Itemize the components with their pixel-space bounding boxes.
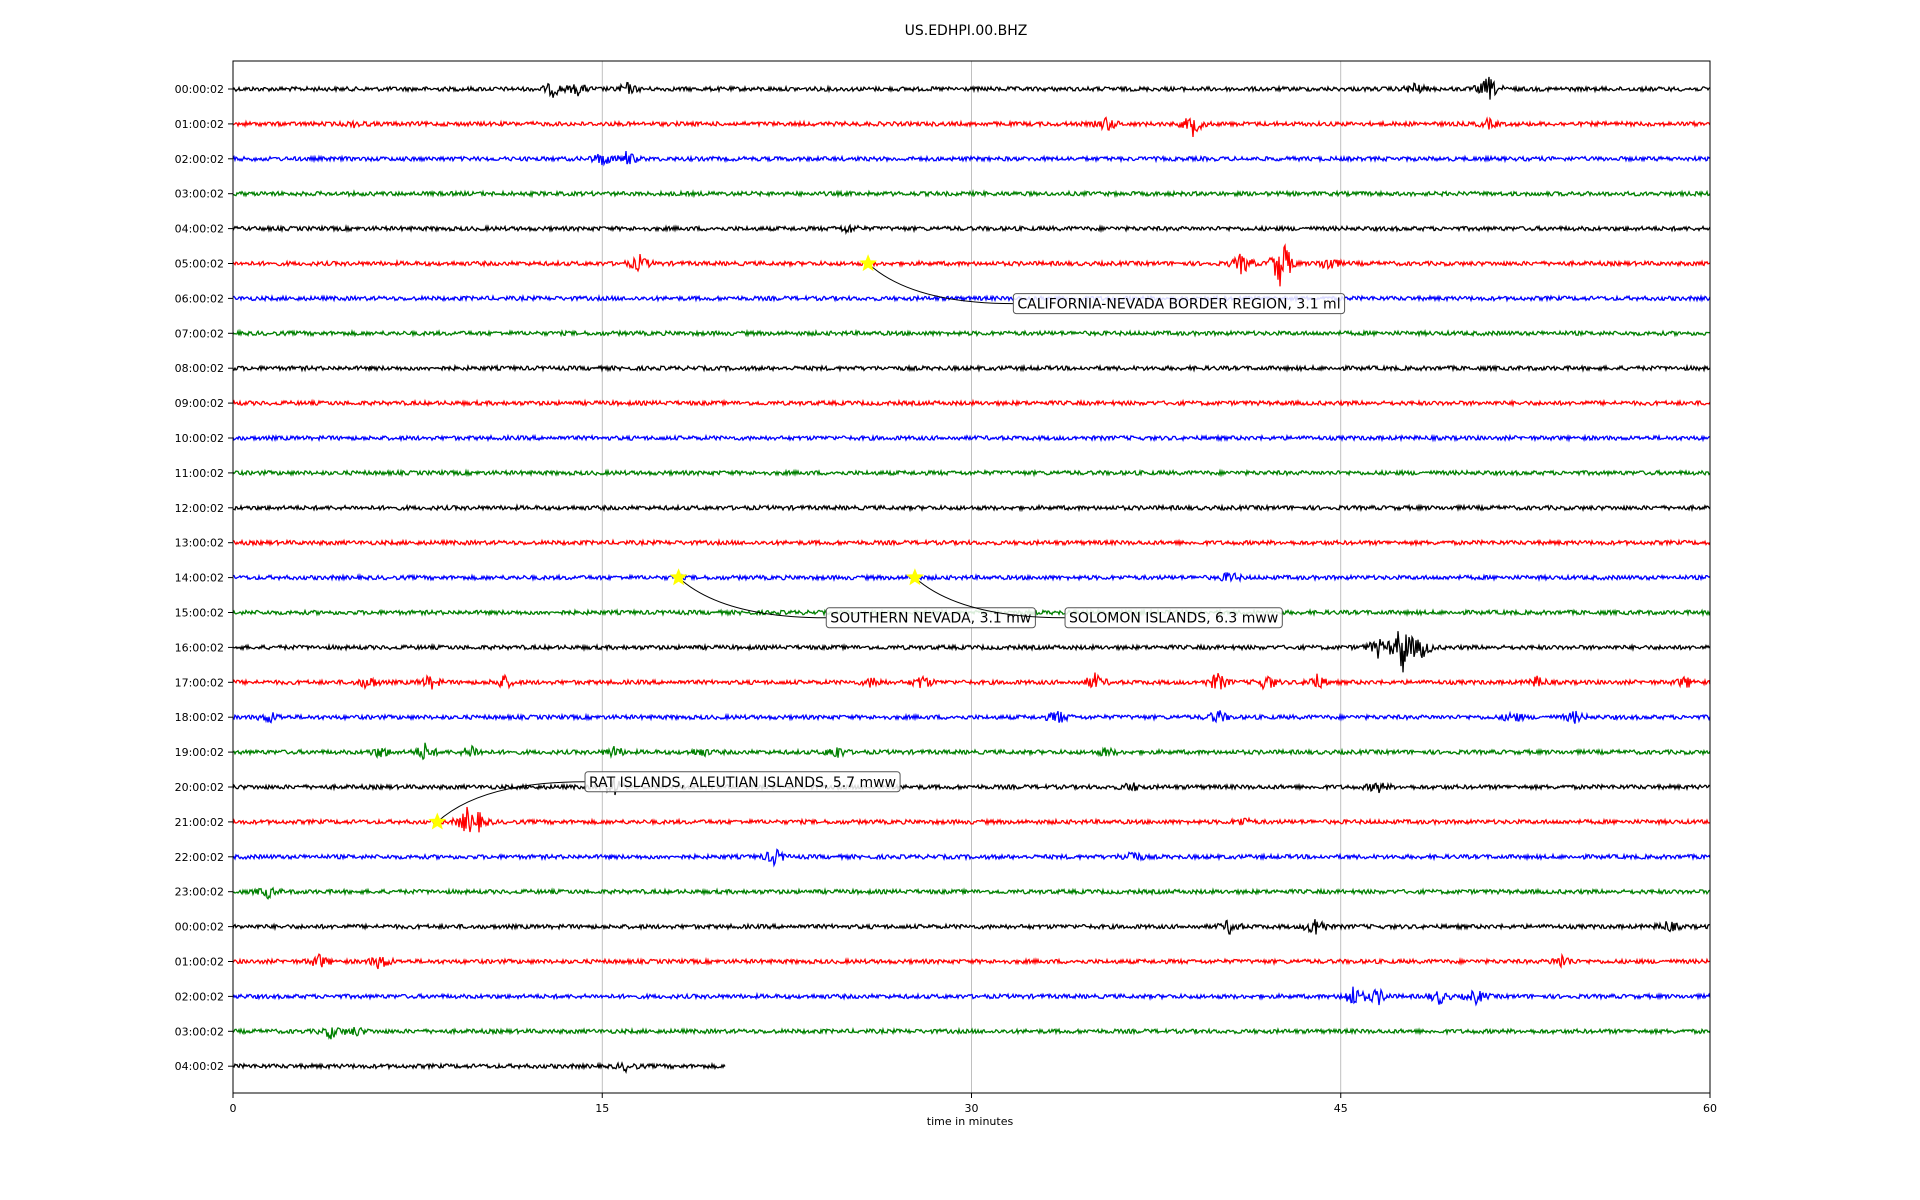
row-time-label: 16:00:02 [175, 641, 224, 654]
trace-line [232, 848, 1711, 868]
row-time-label: 15:00:02 [175, 607, 224, 620]
row-time-label: 19:00:02 [175, 746, 224, 759]
x-tick-label: 15 [595, 1102, 609, 1115]
row-time-label: 20:00:02 [175, 781, 224, 794]
row-time-label: 08:00:02 [175, 362, 224, 375]
trace-line [232, 952, 1711, 970]
event-annotation: CALIFORNIA-NEVADA BORDER REGION, 3.1 ml [859, 254, 1346, 315]
event-label: RAT ISLANDS, ALEUTIAN ISLANDS, 5.7 mww [589, 775, 896, 791]
event-annotation: RAT ISLANDS, ALEUTIAN ISLANDS, 5.7 mww [428, 771, 901, 830]
event-connector [436, 781, 586, 823]
trace-line [232, 742, 1711, 761]
trace-line [232, 777, 1711, 796]
trace-line [232, 886, 1711, 900]
trace-line [232, 293, 1711, 303]
event-star-marker [669, 568, 688, 586]
row-time-label: 14:00:02 [175, 572, 224, 585]
trace-line [232, 986, 1711, 1007]
trace-line [232, 76, 1711, 100]
trace-line [232, 433, 1710, 443]
row-time-label: 01:00:02 [175, 956, 224, 969]
event-label-box [825, 607, 1036, 629]
event-label-box [1012, 293, 1346, 315]
event-label: CALIFORNIA-NEVADA BORDER REGION, 3.1 ml [1017, 297, 1340, 313]
x-tick-label: 0 [230, 1102, 237, 1115]
row-time-label: 04:00:02 [175, 1060, 224, 1073]
trace-line [233, 189, 1711, 199]
row-time-label: 05:00:02 [175, 258, 224, 271]
row-time-label: 07:00:02 [175, 327, 224, 340]
trace-line [232, 806, 1711, 833]
row-time-label: 03:00:02 [175, 1025, 224, 1038]
row-time-label: 21:00:02 [175, 816, 224, 829]
event-connector [914, 577, 1066, 619]
trace-line [232, 116, 1711, 138]
event-annotations: CALIFORNIA-NEVADA BORDER REGION, 3.1 ml S… [428, 254, 1346, 830]
trace-line [232, 538, 1711, 548]
event-annotation: SOLOMON ISLANDS, 6.3 mww [906, 568, 1283, 629]
event-label: SOLOMON ISLANDS, 6.3 mww [1069, 611, 1278, 627]
x-tick-label: 30 [965, 1102, 979, 1115]
trace-series [232, 76, 1711, 1074]
event-star-marker [906, 568, 924, 586]
row-time-label: 06:00:02 [175, 292, 224, 305]
row-time-label: 12:00:02 [175, 502, 224, 515]
row-time-label: 22:00:02 [175, 851, 224, 864]
trace-line [232, 919, 1711, 935]
x-tick-label: 60 [1703, 1102, 1717, 1115]
event-connector [678, 577, 827, 619]
row-time-label: 09:00:02 [175, 397, 224, 410]
event-connector [867, 263, 1014, 305]
trace-line [232, 243, 1711, 287]
trace-line [232, 631, 1711, 673]
row-time-label: 13:00:02 [175, 537, 224, 550]
trace-line [232, 151, 1711, 167]
row-time-label: 00:00:02 [175, 921, 224, 934]
x-tick-label: 45 [1334, 1102, 1348, 1115]
event-label-box [1064, 607, 1283, 629]
row-time-label: 23:00:02 [175, 886, 224, 899]
row-time-label: 11:00:02 [175, 467, 224, 480]
trace-line [232, 571, 1711, 583]
trace-line [232, 1026, 1711, 1040]
event-label: SOUTHERN NEVADA, 3.1 mw [830, 611, 1031, 627]
row-time-label: 18:00:02 [175, 711, 224, 724]
x-axis-label: time in minutes [927, 1115, 1014, 1128]
trace-line [232, 468, 1711, 478]
row-time-label: 04:00:02 [175, 223, 224, 236]
chart-title: US.EDHPI.00.BHZ [905, 23, 1028, 39]
trace-line [232, 672, 1711, 691]
trace-line [232, 363, 1711, 373]
event-star-marker [428, 812, 447, 830]
row-time-label: 10:00:02 [175, 432, 224, 445]
row-time-labels: 00:00:02 01:00:02 02:00:02 03:00:02 04:00:02… [175, 83, 233, 1073]
row-time-label: 01:00:02 [175, 118, 224, 131]
row-time-label: 02:00:02 [175, 990, 224, 1003]
trace-line [232, 223, 1711, 235]
trace-line [232, 710, 1711, 724]
trace-line [232, 1061, 726, 1074]
row-time-label: 02:00:02 [175, 153, 224, 166]
row-time-label: 03:00:02 [175, 188, 224, 201]
x-axis-ticks: 0 15 30 45 60 [230, 1093, 1717, 1115]
row-time-label: 00:00:02 [175, 83, 224, 96]
trace-line [232, 503, 1711, 513]
row-time-label: 17:00:02 [175, 676, 224, 689]
event-star-marker [859, 254, 877, 272]
trace-line [232, 398, 1711, 408]
event-annotation: SOUTHERN NEVADA, 3.1 mw [669, 568, 1036, 629]
trace-line [232, 328, 1711, 338]
event-label-box [584, 771, 901, 793]
